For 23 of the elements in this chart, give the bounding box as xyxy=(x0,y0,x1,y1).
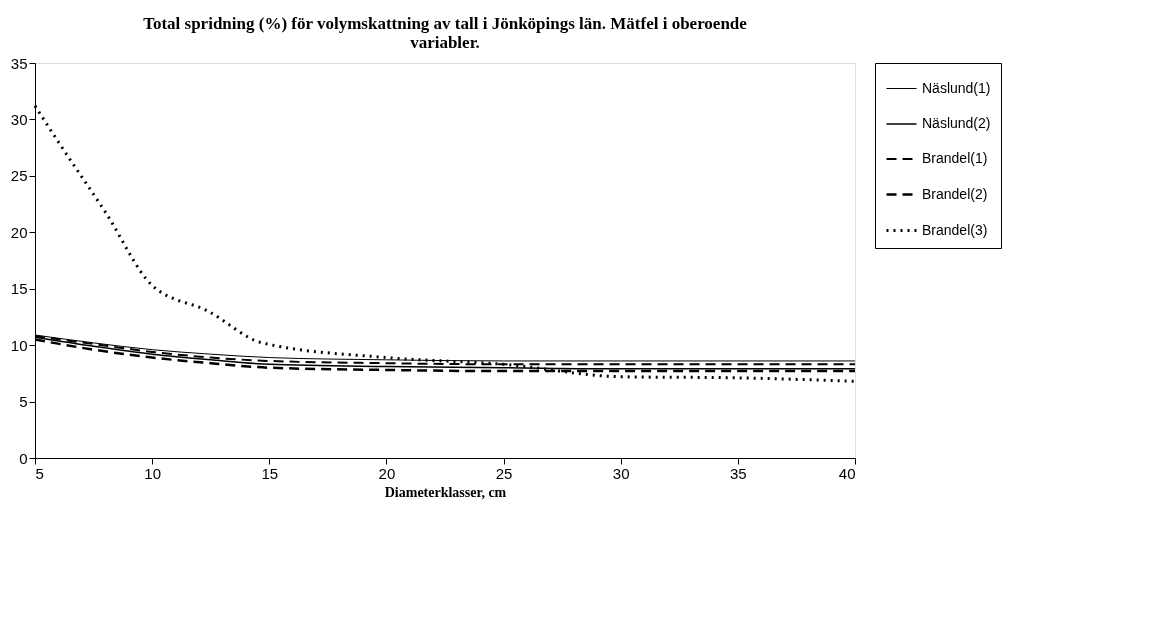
x-tick-label: 10 xyxy=(144,464,161,482)
legend-label: Brandel(3) xyxy=(922,221,988,238)
y-tick-label: 5 xyxy=(19,393,28,411)
y-tick-label: 25 xyxy=(10,167,28,185)
y-tick-label: 20 xyxy=(10,223,28,241)
x-tick-label: 40 xyxy=(838,464,856,482)
x-tick-label: 5 xyxy=(35,464,44,482)
y-tick-label: 10 xyxy=(10,336,28,354)
legend-label: Brandel(1) xyxy=(922,150,988,166)
x-tick-label: 20 xyxy=(378,464,396,482)
y-tick-label: 35 xyxy=(10,54,28,72)
x-axis-title: Diameterklasser, cm xyxy=(384,484,507,500)
chart-title: Total spridning (%) för volymskattning av tall i Jönköpings län. Mätfel i oberoende variabler. xyxy=(143,14,748,52)
legend-label: Brandel(2) xyxy=(922,185,988,202)
y-tick-label: 0 xyxy=(19,449,28,467)
legend-label: Näslund(1) xyxy=(922,79,991,96)
x-tick-label: 30 xyxy=(612,464,630,482)
x-tick-label: 35 xyxy=(730,464,747,482)
y-tick-label: 15 xyxy=(10,280,28,298)
x-tick-label: 25 xyxy=(495,464,513,482)
x-tick-label: 15 xyxy=(261,464,279,482)
legend-label: Näslund(2) xyxy=(922,115,991,131)
y-tick-label: 30 xyxy=(10,110,28,128)
